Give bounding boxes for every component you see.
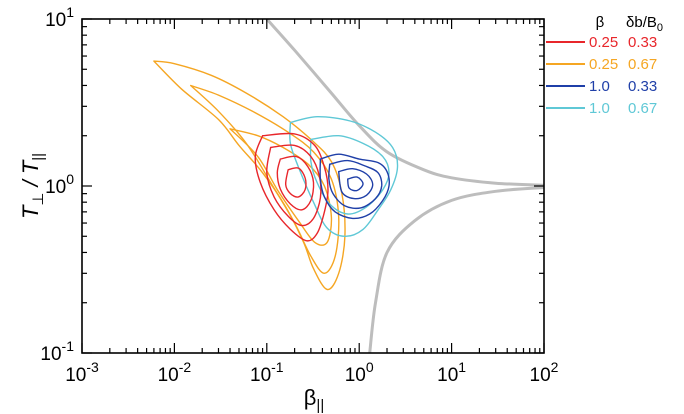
series-contours <box>153 60 399 291</box>
series-3-contour-2 <box>338 167 374 200</box>
x-tick-label: 10-2 <box>158 359 192 386</box>
axis-ticks <box>81 18 545 354</box>
series-3-contour-1 <box>328 159 383 210</box>
legend-db-value: 0.67 <box>628 100 657 117</box>
series-3-contour-0 <box>319 153 390 220</box>
y-tick-label: 10-1 <box>40 338 74 365</box>
legend-beta-value: 0.25 <box>589 56 618 73</box>
series-2-contour-0 <box>254 132 329 242</box>
x-axis-title: β|| <box>304 385 324 414</box>
x-tick-label: 10-1 <box>250 359 284 386</box>
series-1-contour-1 <box>309 134 390 215</box>
legend-beta-value: 1.0 <box>589 100 610 117</box>
legend-db-value: 0.33 <box>628 78 657 95</box>
legend-header-beta: β <box>596 14 605 31</box>
series-0-contour-0 <box>153 60 346 291</box>
threshold-curves <box>265 19 544 353</box>
series-2-contour-1 <box>266 144 322 227</box>
y-tick-label: 101 <box>45 4 74 31</box>
legend-beta-value: 1.0 <box>589 78 610 95</box>
x-tick-label: 101 <box>437 359 466 386</box>
series-2-contour-2 <box>276 155 315 211</box>
series-0-contour-1 <box>190 84 340 274</box>
legend-beta-value: 0.25 <box>589 34 618 51</box>
legend-header-db: δb/B0 <box>626 14 663 34</box>
threshold-curve-lower <box>368 186 544 353</box>
y-tick-label: 100 <box>45 171 74 198</box>
x-tick-label: 10-3 <box>65 359 99 386</box>
threshold-curve-upper <box>265 19 544 187</box>
x-tick-label: 100 <box>345 359 374 386</box>
legend-db-value: 0.67 <box>628 56 657 73</box>
series-3-contour-3 <box>347 176 364 192</box>
legend-db-value: 0.33 <box>628 34 657 51</box>
series-1-contour-0 <box>289 115 399 238</box>
legend: β δb/B0 0.25 0.33 0.25 0.67 1.0 0.33 1.0 0.67 <box>546 14 663 117</box>
x-tick-label: 102 <box>530 359 559 386</box>
series-2-contour-3 <box>284 167 307 198</box>
legend-entries: 0.25 0.33 0.25 0.67 1.0 0.33 1.0 0.67 <box>546 34 657 117</box>
y-axis-title: T⊥ / T|| <box>18 153 47 219</box>
tick-labels: 10-3 10-2 10-1 100 101 102 10-1 100 101 <box>40 4 558 386</box>
